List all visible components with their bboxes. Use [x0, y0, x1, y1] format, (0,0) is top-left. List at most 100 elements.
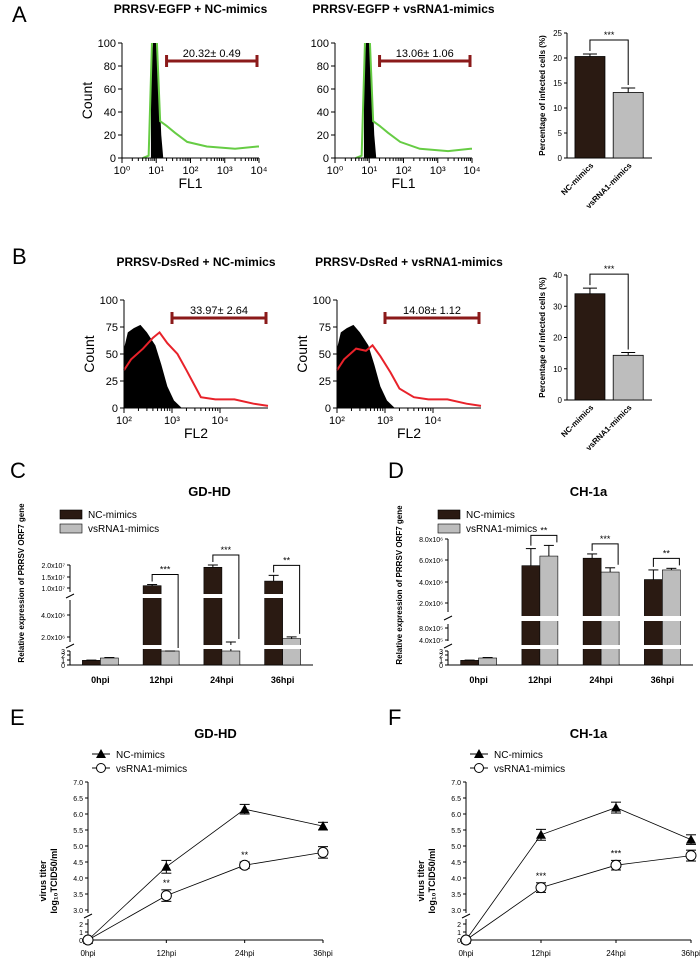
chart-b-nc-histogram: PRRSV-DsRed + NC-mimics Count FL2 0 25 50 75 10… [81, 255, 276, 441]
y-tick-label: 25 [319, 376, 331, 388]
y-tick-label: 2 [79, 922, 83, 929]
series-line [87, 808, 324, 941]
bar-break-gap [202, 594, 241, 598]
gate-percentage-label: 33.97± 2.64 [190, 305, 248, 317]
triangle-marker [536, 829, 546, 839]
y-tick-label: 4.0x10⁶ [419, 580, 443, 587]
bar-break-gap [582, 616, 621, 621]
y-tick-label: 6.0x10⁶ [419, 558, 443, 565]
category-label: 0hpi [91, 675, 110, 685]
histogram-fluorescence-line [355, 42, 472, 159]
legend-label: vsRNA1-mimics [88, 524, 159, 535]
y-tick-label: 0 [457, 938, 461, 945]
y-tick-label: 40 [104, 107, 116, 119]
bar-1 [612, 92, 644, 159]
x-axis-label: FL1 [178, 175, 202, 191]
x-tick-label: 10³ [430, 165, 446, 177]
y-tick-label: 0 [558, 396, 563, 405]
histogram-title: PRRSV-DsRed + NC-mimics [116, 255, 275, 269]
gate-percentage-label: 20.32± 0.49 [183, 48, 241, 60]
y-tick-label: 0 [110, 153, 116, 165]
chart-a-nc-histogram: PRRSV-EGFP + NC-mimics Count FL1 0 20 40 60 80 1… [79, 2, 268, 191]
x-axis-label: FL2 [184, 425, 208, 441]
x-tick-label: 10³ [217, 165, 233, 177]
y-tick-label: 1 [457, 930, 461, 937]
y-tick-label: 50 [106, 349, 118, 361]
bar-break-gap [520, 645, 559, 649]
y-tick-label: 30 [553, 302, 562, 311]
y-tick-label: 5.5 [73, 828, 83, 835]
category-label: 36hpi [681, 949, 700, 958]
circle-marker [685, 850, 697, 862]
x-tick-label: 10² [396, 165, 412, 177]
significance-label: *** [600, 534, 611, 544]
y-tick-label: 20 [317, 130, 329, 142]
bar-break-gap [202, 645, 241, 649]
y-tick-label: 4.5 [73, 860, 83, 867]
x-tick-label: 10² [116, 415, 132, 427]
legend-circle-marker [474, 763, 484, 773]
category-label: 0hpi [469, 675, 488, 685]
panel-letter-f: F [388, 705, 401, 730]
y-tick-label: 1.0x10⁷ [41, 586, 65, 593]
bar-vsrna1-mimics [221, 650, 241, 666]
y-tick-label: 0 [439, 663, 443, 670]
y-tick-label: 5.0 [73, 844, 83, 851]
bar-0 [574, 56, 606, 159]
bar-nc-mimics [82, 660, 101, 666]
bar-break-gap [582, 645, 621, 649]
significance-bracket [151, 574, 179, 648]
y-axis-label: Relative expression of PRRSV ORF7 gene [395, 505, 404, 665]
axis-break-mark [443, 615, 453, 621]
category-label: 24hpi [210, 675, 234, 685]
x-tick-label: 10³ [164, 415, 180, 427]
x-tick-label: 10³ [377, 415, 393, 427]
significance-label: ** [241, 850, 249, 860]
legend-label: vsRNA1-mimics [494, 764, 565, 775]
y-axis-label: Count [81, 335, 97, 372]
y-tick-label: 20 [104, 130, 116, 142]
significance-label: *** [221, 545, 232, 555]
legend-label: NC-mimics [116, 750, 165, 761]
panel-letter-c: C [10, 458, 26, 483]
bar-nc-mimics [203, 566, 223, 666]
y-tick-label: 1.5x10⁷ [41, 575, 65, 582]
y-axis-label: Relative expression of PRRSV ORF7 gene [17, 503, 26, 663]
y-tick-label: 100 [100, 295, 118, 307]
category-label: 0hpi [458, 949, 473, 958]
x-tick-label: 10⁰ [114, 165, 131, 177]
y-tick-label: 7.0 [451, 780, 461, 787]
x-tick-label: 10⁰ [327, 165, 344, 177]
bar-nc-mimics [521, 565, 541, 666]
chart-f-titer-lines: CH-1a NC-mimics vsRNA1-mimics virus titer lo… [416, 726, 700, 958]
axis-break-mark [83, 913, 93, 919]
category-label: 12hpi [157, 949, 177, 958]
significance-label: *** [160, 565, 171, 575]
bar-vsrna1-mimics [100, 657, 119, 666]
y-tick-label: 2 [439, 653, 443, 660]
y-tick-label: 0 [325, 403, 331, 415]
legend-swatch [59, 523, 83, 534]
chart-c-orf7-bars: GD-HD NC-mimics vsRNA1-mimics Relative expr… [17, 484, 313, 685]
y-tick-label: 100 [98, 38, 116, 50]
y-tick-label: 100 [311, 38, 329, 50]
y-tick-label: 0 [323, 153, 329, 165]
bar-break-gap [81, 645, 120, 649]
y-tick-label: 3.5 [451, 892, 461, 899]
y-tick-label: 60 [317, 84, 329, 96]
y-tick-label: 75 [106, 322, 118, 334]
y-axis-label: Percentage of infected cells (%) [538, 277, 547, 398]
x-tick-label: 10¹ [148, 165, 164, 177]
category-label: 36hpi [271, 675, 295, 685]
y-axis-label: Percentage of infected cells (%) [538, 35, 547, 156]
triangle-marker [611, 802, 621, 812]
x-tick-label: 10¹ [361, 165, 377, 177]
legend-label: NC-mimics [88, 510, 137, 521]
histogram-title: PRRSV-DsRed + vsRNA1-mimics [315, 255, 503, 269]
significance-label: ** [663, 548, 671, 558]
significance-label: ** [540, 525, 548, 535]
chart-title: CH-1a [570, 726, 608, 741]
y-tick-label: 25 [553, 29, 562, 38]
significance-label: *** [536, 871, 547, 881]
x-axis-label: FL2 [397, 425, 421, 441]
